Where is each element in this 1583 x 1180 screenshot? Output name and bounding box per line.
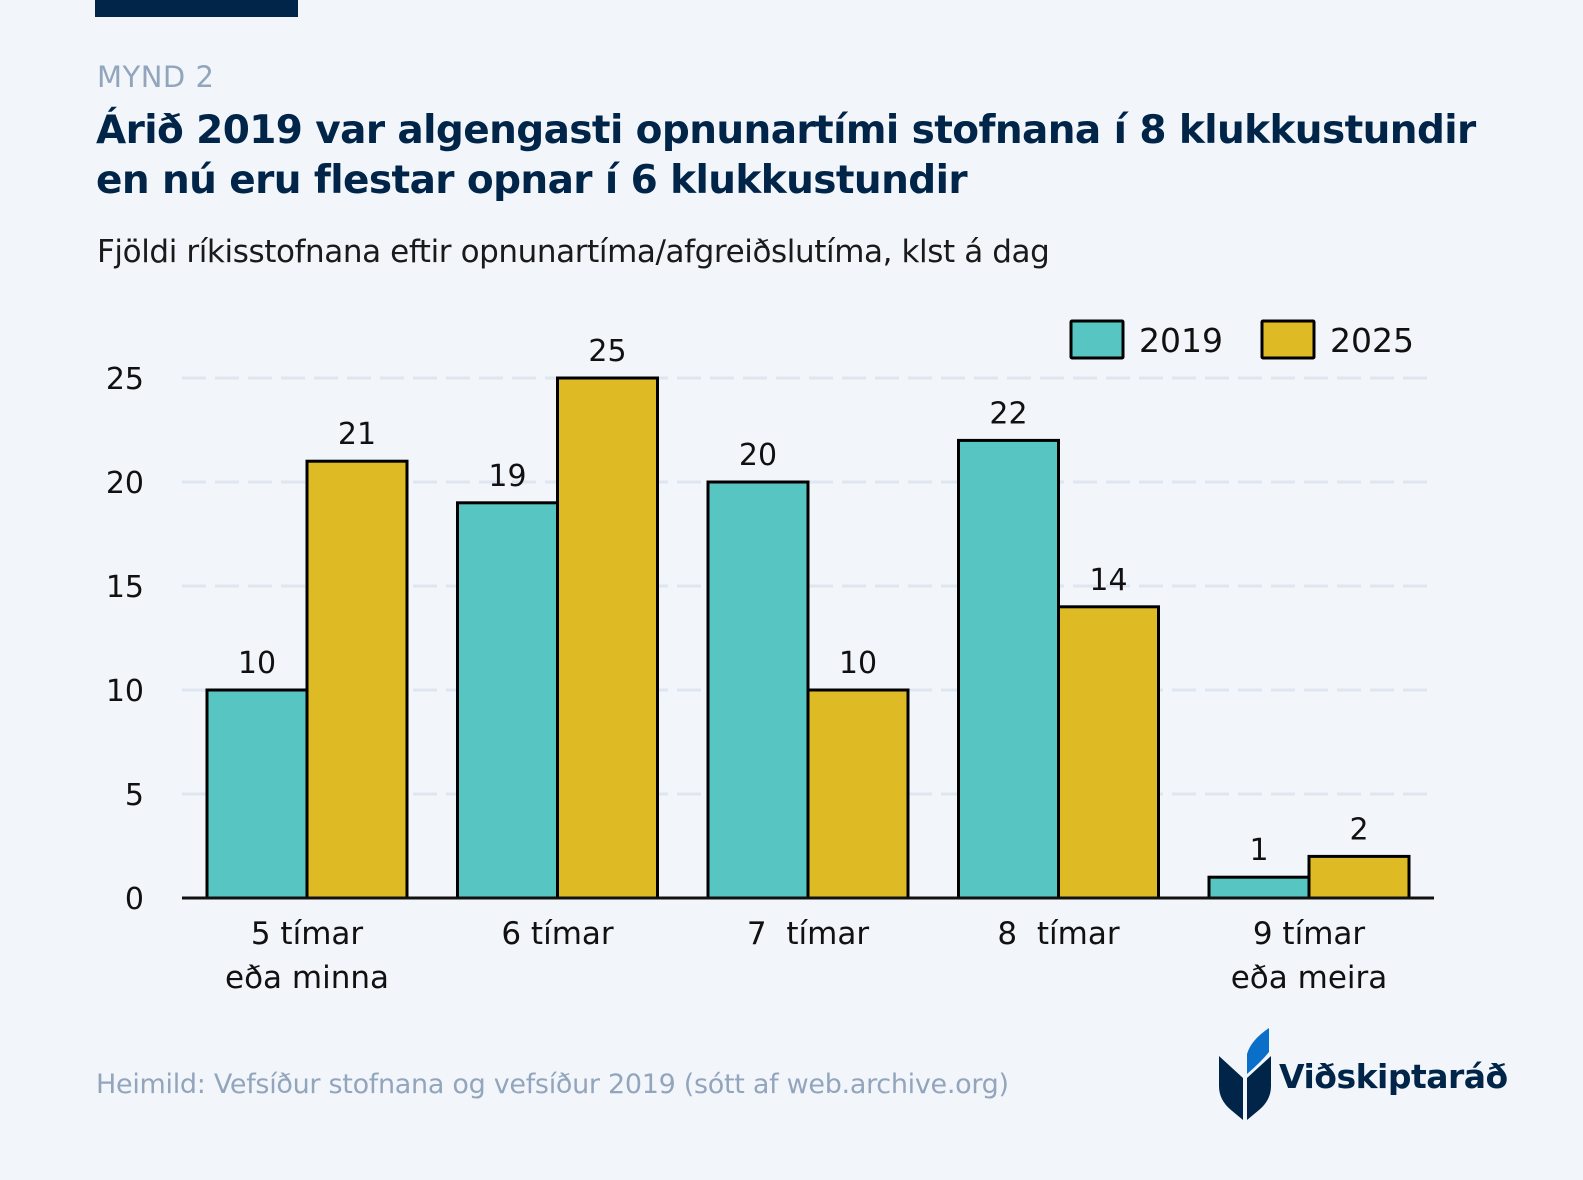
data-label: 20: [739, 438, 777, 473]
y-tick-label: 20: [106, 466, 144, 501]
bar-2025-1: [305, 459, 409, 900]
x-tick-label: 9 tímar eða meira: [1231, 916, 1388, 996]
bar-2019-5: [1207, 875, 1311, 900]
brand-accent-bar: [95, 0, 298, 17]
bar-2025-2: [556, 376, 659, 900]
bar-2025-4: [1057, 605, 1160, 900]
bar-2019-4: [957, 438, 1060, 900]
y-tick-label: 25: [106, 362, 144, 397]
data-label: 25: [588, 334, 626, 369]
legend: 2019 2025: [1069, 319, 1414, 360]
bar-2019-3: [706, 480, 810, 900]
y-tick-label: 15: [106, 570, 144, 605]
data-label: 1: [1249, 833, 1268, 868]
legend-label-2019: 2019: [1139, 321, 1223, 360]
data-label: 21: [338, 417, 376, 452]
data-label: 2: [1349, 812, 1368, 847]
data-label: 10: [839, 646, 877, 681]
chart-subtitle: Fjöldi ríkisstofnana eftir opnunartíma/a…: [97, 234, 1050, 270]
bar-2025-5: [1307, 854, 1411, 900]
y-tick-label: 10: [106, 674, 144, 709]
bar-2019-2: [456, 501, 559, 900]
y-axis-ticks: 0 5 10 15 20 25: [106, 362, 144, 917]
legend-label-2025: 2025: [1330, 321, 1414, 360]
figure-number: MYND 2: [97, 60, 215, 94]
x-tick-label: 7 tímar: [747, 916, 869, 952]
x-tick-label: 6 tímar: [501, 916, 614, 952]
x-axis-ticks: 5 tímar eða minna 6 tímar 7 tímar 8 tímar 9 t…: [225, 916, 1387, 996]
data-label: 22: [989, 396, 1027, 431]
leaf-logo-icon: [1219, 1028, 1271, 1120]
bar-2019-1: [205, 688, 309, 900]
legend-swatch-2025: [1260, 319, 1316, 360]
data-label: 10: [238, 646, 276, 681]
source-note: Heimild: Vefsíður stofnana og vefsíður 2…: [96, 1069, 1009, 1100]
chart-title: Árið 2019 var algengasti opnunartími sto…: [96, 108, 1476, 203]
data-labels: 10 21 19 25 20 10 22 14 1 2: [238, 334, 1369, 868]
vidskiptarad-logo: Viðskiptaráð: [1217, 1026, 1508, 1122]
data-label: 14: [1089, 563, 1127, 598]
x-tick-label: 5 tímar eða minna: [225, 916, 389, 996]
y-tick-label: 5: [125, 778, 144, 813]
legend-swatch-2019: [1069, 319, 1125, 360]
y-tick-label: 0: [125, 882, 144, 917]
x-tick-label: 8 tímar: [997, 916, 1119, 952]
logo-wordmark: Viðskiptaráð: [1279, 1056, 1508, 1096]
data-label: 19: [488, 459, 526, 494]
bar-2025-3: [806, 688, 910, 900]
bars: [205, 376, 1411, 900]
